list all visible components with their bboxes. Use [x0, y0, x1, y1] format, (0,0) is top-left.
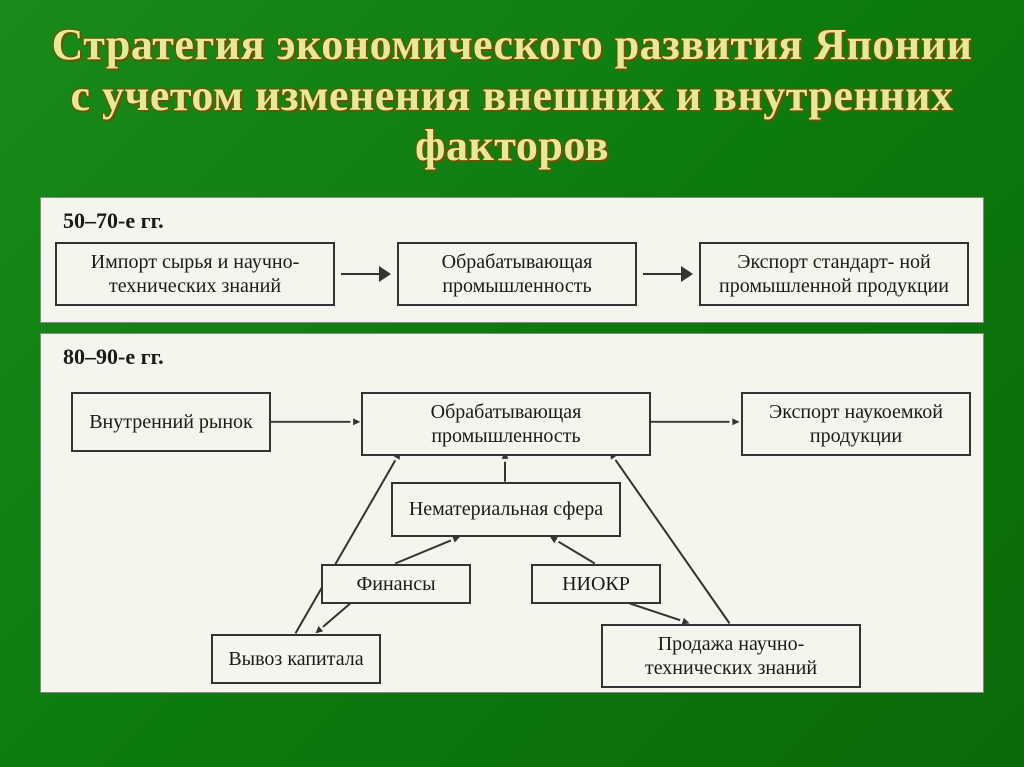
arrow-icon	[643, 264, 693, 284]
node-processing: Обрабатывающая промышленность	[361, 392, 651, 456]
node-rnd: НИОКР	[531, 564, 661, 604]
node-market: Внутренний рынок	[71, 392, 271, 452]
node-sale_knowledge: Продажа научно- технических знаний	[601, 624, 861, 688]
node-processing-1: Обрабатывающая промышленность	[397, 242, 637, 306]
period-2-label: 80–90-е гг.	[63, 344, 969, 370]
node-finance: Финансы	[321, 564, 471, 604]
arrow-icon	[341, 264, 391, 284]
slide-title: Стратегия экономического развития Японии…	[0, 0, 1024, 187]
node-export: Экспорт наукоемкой продукции	[741, 392, 971, 456]
panel-50-70: 50–70-е гг. Импорт сырья и научно-технич…	[40, 197, 984, 323]
period-1-label: 50–70-е гг.	[63, 208, 969, 234]
panel-80-90: 80–90-е гг. Внутренний рынок Обрабатывающ…	[40, 333, 984, 693]
node-import: Импорт сырья и научно-технических знаний	[55, 242, 335, 306]
node-nonmaterial: Нематериальная сфера	[391, 482, 621, 537]
node-export-1: Экспорт стандарт- ной промышленной проду…	[699, 242, 969, 306]
node-capital_export: Вывоз капитала	[211, 634, 381, 684]
flow-row-1: Импорт сырья и научно-технических знаний…	[55, 242, 969, 306]
